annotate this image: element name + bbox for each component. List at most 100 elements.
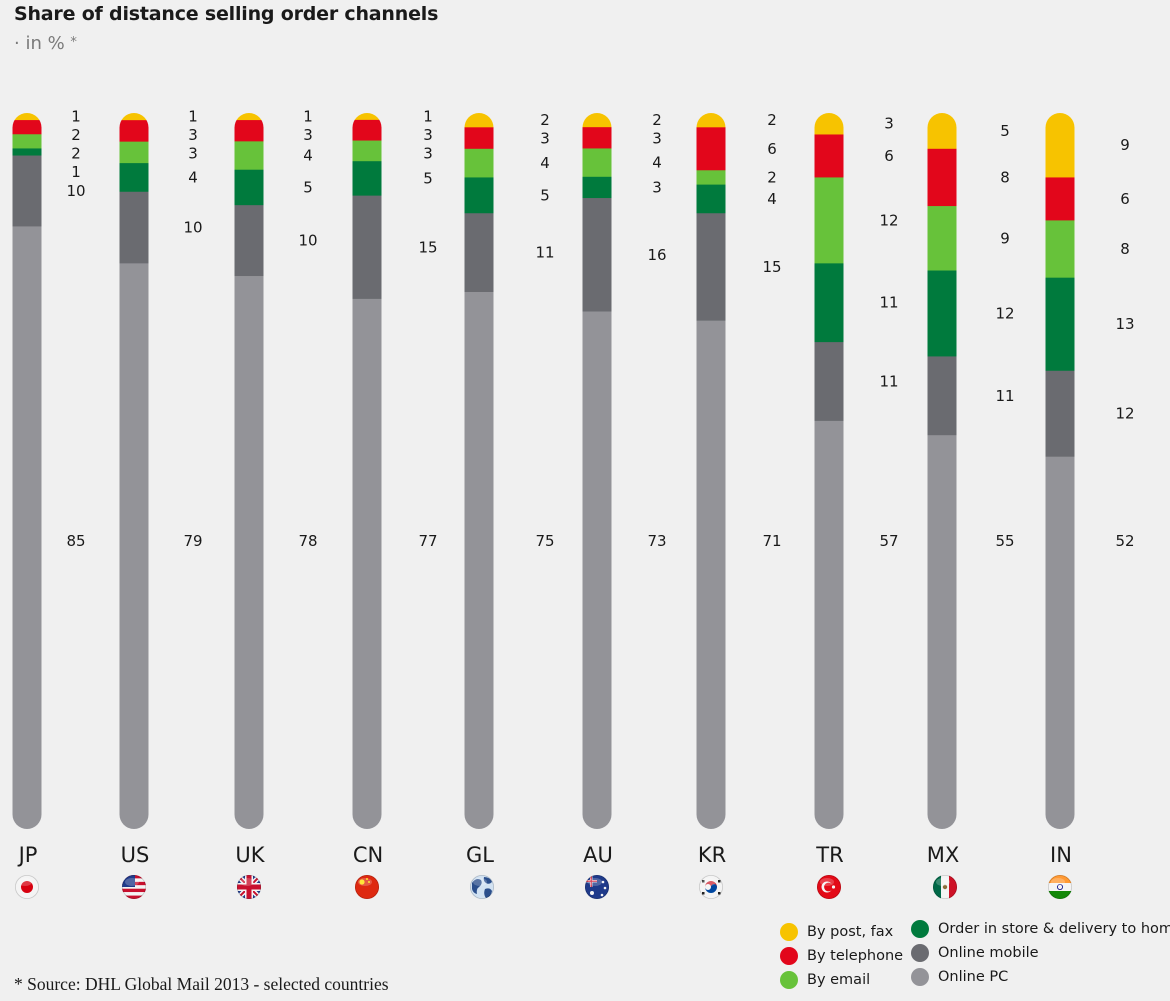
country-label-us: US xyxy=(121,843,150,867)
bar-segment-uk-by-post-fax xyxy=(234,113,264,121)
value-label-cn-by-email: 3 xyxy=(423,144,433,162)
bar-kr xyxy=(696,113,726,829)
bar-segment-us-by-email xyxy=(119,141,149,164)
legend-item-by-post-fax: By post, fax xyxy=(780,923,893,941)
bar-segment-mx-order-in-store-delivery-to-home xyxy=(927,270,957,357)
value-label-tr-order-in-store-delivery-to-home: 11 xyxy=(879,294,898,312)
bar-segment-au-by-post-fax xyxy=(582,113,612,128)
value-label-us-by-post-fax: 1 xyxy=(188,108,198,126)
bar-segment-kr-online-pc xyxy=(696,320,726,829)
bar-segment-kr-by-email xyxy=(696,170,726,185)
globe-icon xyxy=(470,875,494,899)
bar-segment-us-by-post-fax xyxy=(119,113,149,121)
bar-segment-in-order-in-store-delivery-to-home xyxy=(1045,277,1075,372)
bar-segment-uk-by-telephone xyxy=(234,120,264,142)
bar-tr xyxy=(814,113,844,829)
country-label-uk: UK xyxy=(235,843,265,867)
value-label-kr-order-in-store-delivery-to-home: 4 xyxy=(767,190,777,208)
value-label-au-by-post-fax: 2 xyxy=(652,111,662,129)
value-label-gl-online-pc: 75 xyxy=(535,532,554,550)
bar-segment-gl-by-email xyxy=(464,148,494,178)
bar-segment-tr-by-telephone xyxy=(814,134,844,178)
bar-segment-tr-online-mobile xyxy=(814,342,844,422)
mexico-flag-icon xyxy=(933,875,957,899)
bar-segment-us-online-mobile xyxy=(119,191,149,264)
country-label-cn: CN xyxy=(353,843,383,867)
bar-segment-cn-by-email xyxy=(352,140,382,162)
bar-segment-gl-order-in-store-delivery-to-home xyxy=(464,177,494,214)
bar-segment-gl-by-post-fax xyxy=(464,113,494,128)
value-label-mx-by-email: 9 xyxy=(1000,229,1010,247)
value-label-jp-order-in-store-delivery-to-home: 1 xyxy=(71,163,81,181)
value-label-au-by-telephone: 3 xyxy=(652,130,662,148)
subtitle-footnote-marker: * xyxy=(70,35,77,50)
value-label-au-by-email: 4 xyxy=(652,154,662,172)
legend-swatch-by-email xyxy=(780,971,798,989)
value-label-cn-online-pc: 77 xyxy=(418,532,437,550)
bar-segment-kr-online-mobile xyxy=(696,213,726,322)
stacked-bar-chart: 1221108513341079134510781335157723451175… xyxy=(12,107,1135,900)
bar-us xyxy=(119,113,149,829)
value-label-cn-by-post-fax: 1 xyxy=(423,107,433,125)
value-label-uk-order-in-store-delivery-to-home: 5 xyxy=(303,178,313,196)
value-label-kr-online-mobile: 15 xyxy=(762,258,781,276)
india-flag-icon xyxy=(1048,875,1072,899)
country-labels-layer: JP US UK CN GL AU KR TR MX IN xyxy=(17,843,1072,867)
value-label-in-online-mobile: 12 xyxy=(1115,405,1134,423)
legend-swatch-online-pc xyxy=(911,968,929,986)
value-label-mx-online-pc: 55 xyxy=(995,532,1014,550)
value-label-cn-by-telephone: 3 xyxy=(423,126,433,144)
chart-title: Share of distance selling order channels xyxy=(14,3,439,25)
value-label-tr-by-telephone: 6 xyxy=(884,147,894,165)
bar-segment-in-by-email xyxy=(1045,220,1075,279)
bar-segment-cn-order-in-store-delivery-to-home xyxy=(352,161,382,197)
bar-segment-uk-by-email xyxy=(234,141,264,171)
korea-flag-icon xyxy=(699,875,723,899)
value-label-cn-order-in-store-delivery-to-home: 5 xyxy=(423,169,433,187)
bar-segment-uk-online-pc xyxy=(234,276,264,829)
bar-segment-in-by-post-fax xyxy=(1045,113,1075,178)
bar-segment-gl-online-mobile xyxy=(464,213,494,293)
bar-segment-au-online-pc xyxy=(582,311,612,829)
value-label-in-order-in-store-delivery-to-home: 13 xyxy=(1115,315,1134,333)
value-label-gl-by-email: 4 xyxy=(540,154,550,172)
bar-segment-cn-by-post-fax xyxy=(352,113,382,121)
bar-segment-cn-online-mobile xyxy=(352,195,382,300)
value-label-mx-by-telephone: 8 xyxy=(1000,168,1010,186)
legend-label-by-email: By email xyxy=(807,972,871,988)
bar-segment-jp-order-in-store-delivery-to-home xyxy=(12,148,42,156)
bar-segment-mx-by-email xyxy=(927,206,957,271)
bar-segment-jp-by-post-fax xyxy=(12,113,42,121)
value-label-tr-by-email: 12 xyxy=(879,211,898,229)
bar-segment-tr-by-email xyxy=(814,177,844,264)
legend-item-online-pc: Online PC xyxy=(911,968,1008,986)
china-flag-icon xyxy=(355,875,379,899)
country-label-jp: JP xyxy=(17,843,38,867)
bar-segment-kr-by-post-fax xyxy=(696,113,726,128)
bar-segment-us-by-telephone xyxy=(119,120,149,143)
bar-uk xyxy=(234,113,264,829)
value-label-gl-by-telephone: 3 xyxy=(540,130,550,148)
value-label-jp-online-mobile: 10 xyxy=(66,182,85,200)
legend-swatch-online-mobile xyxy=(911,944,929,962)
bar-segment-jp-by-telephone xyxy=(12,120,42,135)
uk-flag-icon xyxy=(237,875,261,899)
bar-segment-jp-online-mobile xyxy=(12,155,42,227)
value-labels-layer: 1221108513341079134510781335157723451175… xyxy=(66,107,1134,550)
value-label-tr-by-post-fax: 3 xyxy=(884,115,894,133)
bar-segment-kr-by-telephone xyxy=(696,127,726,171)
value-label-gl-online-mobile: 11 xyxy=(535,244,554,262)
bar-segment-us-order-in-store-delivery-to-home xyxy=(119,163,149,193)
source-note: * Source: DHL Global Mail 2013 - selecte… xyxy=(14,974,389,994)
bar-segment-au-online-mobile xyxy=(582,198,612,312)
value-label-uk-online-pc: 78 xyxy=(298,532,317,550)
legend-label-by-telephone: By telephone xyxy=(807,948,904,964)
legend-swatch-by-telephone xyxy=(780,947,798,965)
value-label-us-online-mobile: 10 xyxy=(183,219,202,237)
bar-segment-tr-order-in-store-delivery-to-home xyxy=(814,263,844,343)
bar-segment-in-online-mobile xyxy=(1045,370,1075,458)
country-label-gl: GL xyxy=(466,843,494,867)
value-label-au-online-mobile: 16 xyxy=(647,246,666,264)
value-label-jp-by-telephone: 2 xyxy=(71,126,81,144)
bar-segment-jp-online-pc xyxy=(12,226,42,829)
